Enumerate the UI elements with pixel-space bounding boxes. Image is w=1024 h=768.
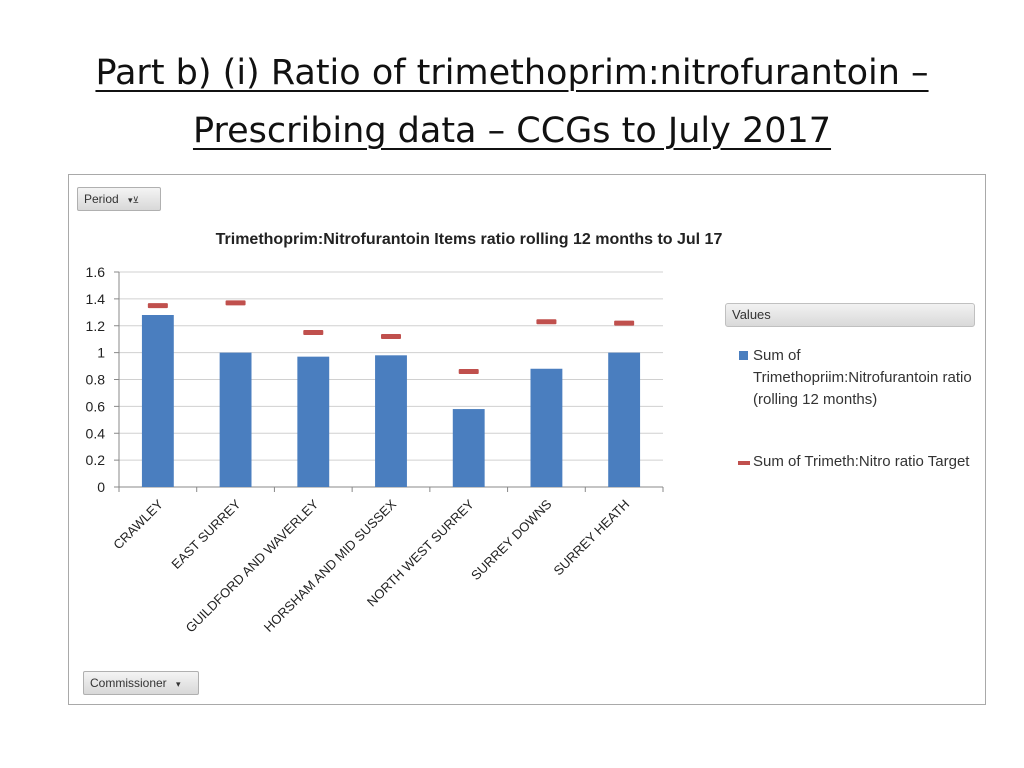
legend-item-bar: Sum of Trimethopriim:Nitrofurantoin rati… <box>729 345 979 411</box>
y-tick-label: 1.6 <box>86 264 106 280</box>
bar <box>219 352 252 487</box>
legend-swatch-bar <box>739 351 748 360</box>
filter-dropdown-icon: ▾⊻ <box>128 195 140 205</box>
target-marker <box>536 319 557 325</box>
bar <box>141 315 174 487</box>
chevron-down-icon: ▾ <box>176 679 181 689</box>
target-marker <box>303 329 324 335</box>
y-tick-label: 0.8 <box>86 372 106 388</box>
y-tick-label: 0 <box>97 479 105 495</box>
x-tick-label: GUILDFORD AND WAVERLEY <box>183 496 322 635</box>
y-tick-label: 1.4 <box>86 291 106 307</box>
values-field-button[interactable]: Values <box>725 303 975 327</box>
target-marker <box>225 300 246 306</box>
chart-plot: Trimethoprim:Nitrofurantoin Items ratio … <box>86 231 723 635</box>
period-filter-button[interactable]: Period ▾⊻ <box>77 187 161 211</box>
bar <box>530 368 563 487</box>
x-tick-label: CRAWLEY <box>110 496 166 552</box>
slide-title: Part b) (i) Ratio of trimethoprim:nitrof… <box>0 44 1024 160</box>
x-tick-label: HORSHAM AND MID SUSSEX <box>261 496 400 635</box>
y-tick-label: 0.6 <box>86 398 106 414</box>
bar <box>608 352 641 487</box>
values-field-label: Values <box>732 307 771 322</box>
target-marker <box>458 368 479 374</box>
bar <box>297 356 330 487</box>
y-tick-label: 0.4 <box>86 425 106 441</box>
legend-item-target: Sum of Trimeth:Nitro ratio Target <box>729 451 979 473</box>
y-tick-label: 1 <box>97 345 105 361</box>
chart-title: Trimethoprim:Nitrofurantoin Items ratio … <box>216 231 723 248</box>
slide-title-line1: Part b) (i) Ratio of trimethoprim:nitrof… <box>95 53 929 93</box>
x-tick-label: EAST SURREY <box>168 496 244 572</box>
pivot-chart: Period ▾⊻ Trimethoprim:Nitrofurantoin It… <box>68 174 986 705</box>
target-marker <box>614 320 635 326</box>
legend-label-target: Sum of Trimeth:Nitro ratio Target <box>753 453 970 470</box>
bar <box>375 355 407 487</box>
legend-swatch-target <box>738 461 750 465</box>
y-tick-label: 1.2 <box>86 318 106 334</box>
chart-legend: Sum of Trimethopriim:Nitrofurantoin rati… <box>729 345 979 473</box>
target-marker <box>381 334 401 339</box>
slide-title-line2: Prescribing data – CCGs to July 2017 <box>192 111 832 151</box>
target-marker <box>147 303 168 309</box>
legend-label-bar: Sum of Trimethopriim:Nitrofurantoin rati… <box>753 347 972 408</box>
commissioner-filter-label: Commissioner <box>90 676 167 690</box>
x-tick-label: SURREY HEATH <box>550 497 632 579</box>
y-tick-label: 0.2 <box>86 452 106 468</box>
period-filter-label: Period <box>84 192 119 206</box>
bar <box>452 409 485 487</box>
commissioner-filter-button[interactable]: Commissioner ▾ <box>83 671 199 695</box>
x-tick-label: SURREY DOWNS <box>468 496 555 583</box>
